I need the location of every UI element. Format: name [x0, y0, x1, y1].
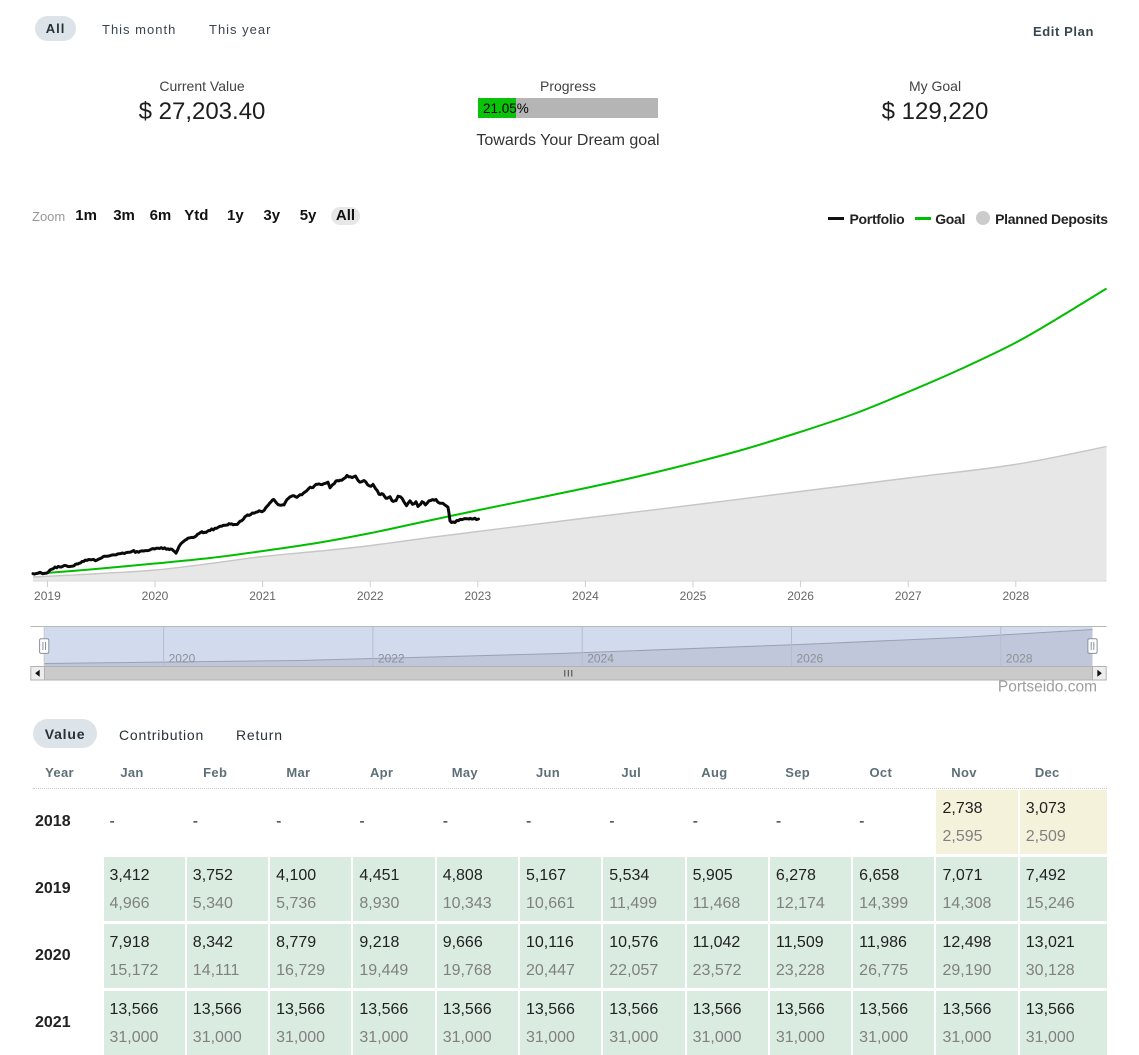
svg-text:2021: 2021	[249, 589, 276, 603]
svg-text:2023: 2023	[464, 589, 491, 603]
svg-text:2022: 2022	[378, 652, 405, 666]
svg-text:2026: 2026	[787, 589, 814, 603]
svg-text:2024: 2024	[587, 652, 614, 666]
svg-text:2026: 2026	[797, 652, 824, 666]
svg-text:2022: 2022	[357, 589, 384, 603]
svg-text:2025: 2025	[680, 589, 707, 603]
svg-text:2027: 2027	[895, 589, 922, 603]
svg-text:Portseido.com: Portseido.com	[998, 679, 1097, 696]
svg-text:2020: 2020	[142, 589, 169, 603]
svg-text:2024: 2024	[572, 589, 599, 603]
svg-text:2028: 2028	[1006, 652, 1033, 666]
svg-text:2020: 2020	[169, 652, 196, 666]
svg-text:2019: 2019	[34, 589, 61, 603]
svg-text:2028: 2028	[1002, 589, 1029, 603]
